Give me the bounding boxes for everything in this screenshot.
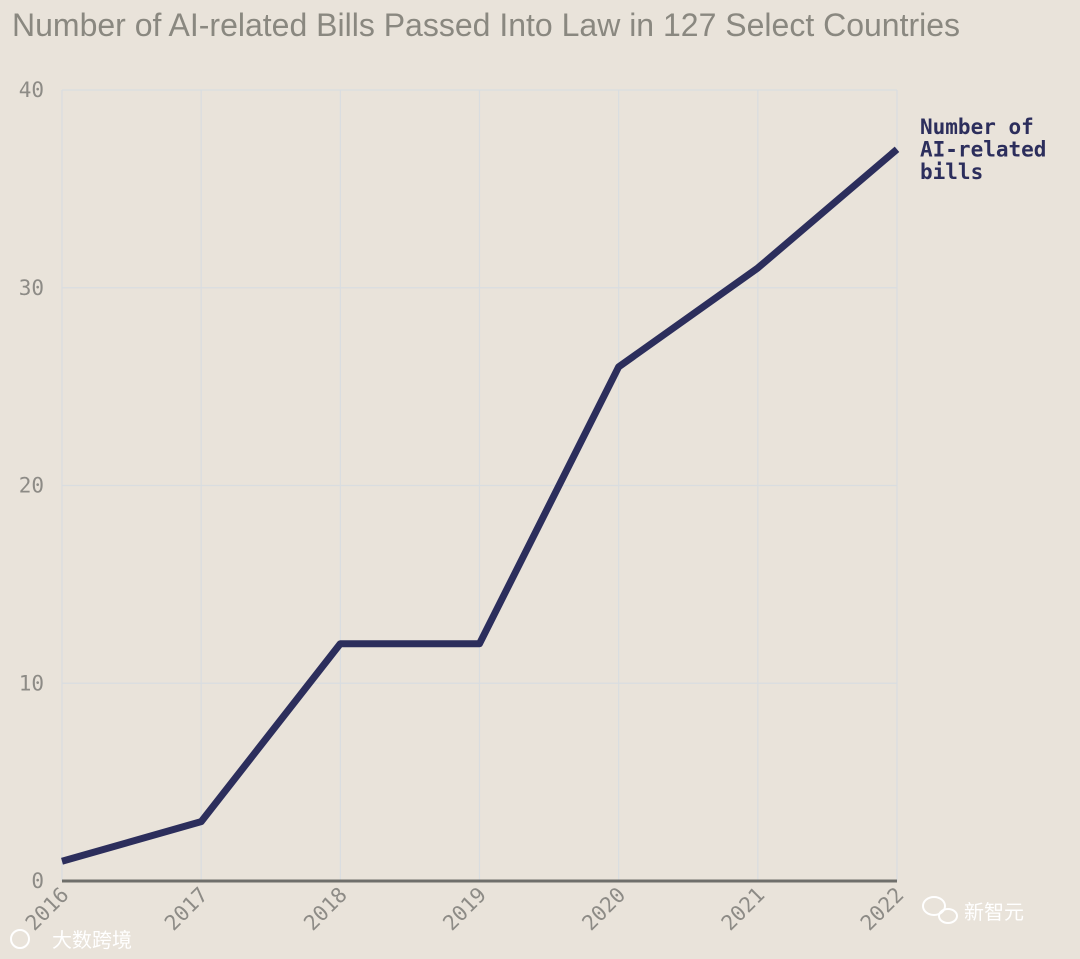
chart-title: Number of AI-related Bills Passed Into L… [12,7,960,43]
watermark-right: 新智元 [922,896,1024,924]
series-line [61,146,900,865]
y-tick-label: 40 [19,78,44,102]
series-layer [61,146,900,865]
wechat-logo-icon [922,896,958,924]
series-label-line: bills [920,160,983,184]
weibo-logo-icon [10,929,30,949]
x-tick-label: 2017 [160,883,213,936]
watermark-right-text: 新智元 [964,900,1024,924]
x-tick-label: 2019 [438,883,491,936]
x-tick-label: 2021 [717,883,770,936]
series-label-line: Number of [920,115,1034,139]
watermark-left: 大数跨境 [10,928,132,952]
y-tick-label: 30 [19,276,44,300]
watermark-left-text: 大数跨境 [52,928,132,952]
x-tick-label: 2020 [577,883,630,936]
x-tick-label: 2018 [299,883,352,936]
y-tick-label: 0 [31,869,44,893]
series-label-line: AI-related [920,138,1046,162]
y-tick-label: 20 [19,474,44,498]
x-tick-label: 2022 [856,883,909,936]
grid-layer [61,89,898,881]
y-tick-label: 10 [19,671,44,695]
